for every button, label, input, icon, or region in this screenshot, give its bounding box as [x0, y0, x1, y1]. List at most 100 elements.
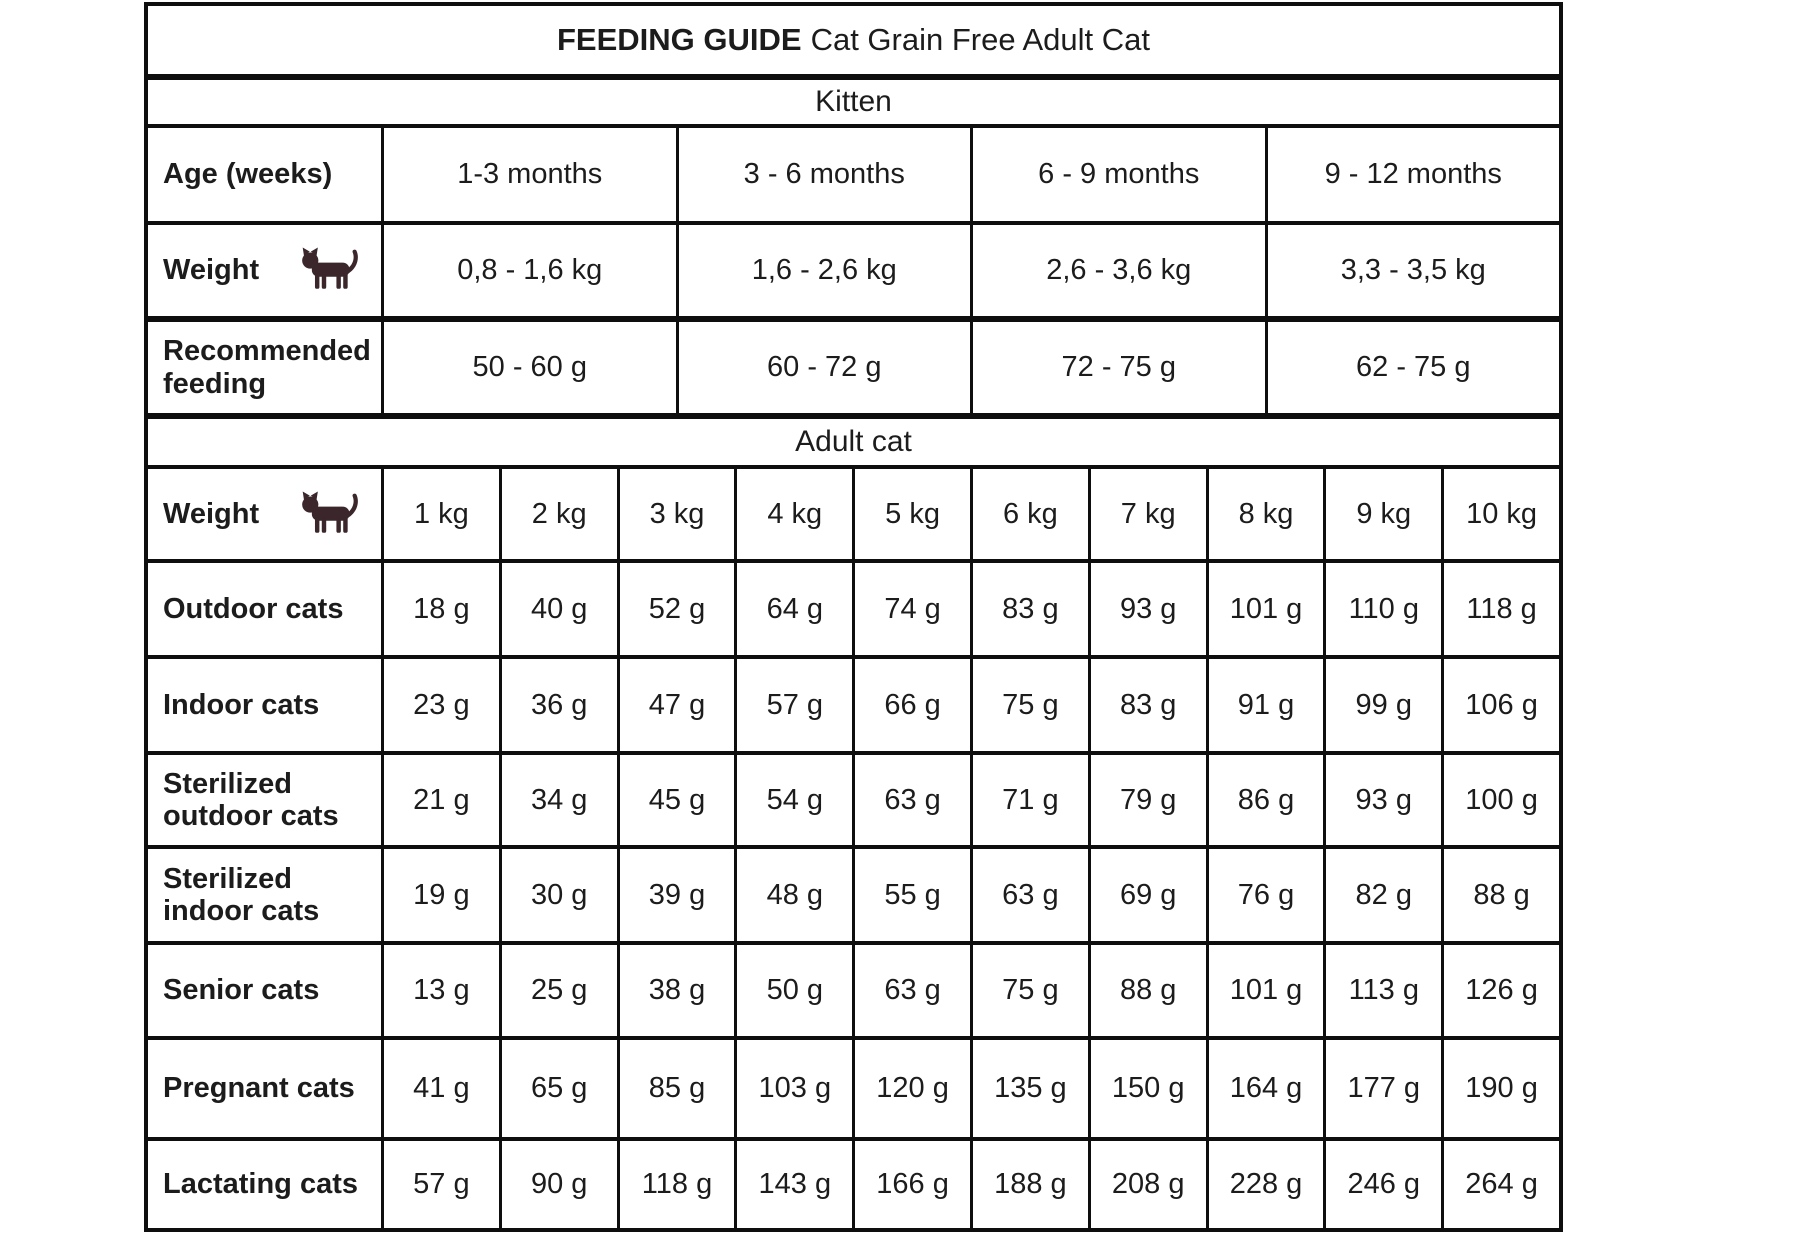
value-cell: 93 g — [1087, 563, 1206, 655]
weight-header-cell: 8 kg — [1205, 469, 1324, 559]
value-cell: 50 g — [734, 945, 852, 1036]
value-cell: 6 - 9 months — [970, 128, 1265, 221]
row-label-text: Sterilized outdoor cats — [163, 767, 339, 832]
value-cell: 90 g — [498, 1141, 617, 1228]
value-cell: 100 g — [1441, 755, 1559, 845]
value-cell: 63 g — [969, 849, 1088, 941]
row-label: Sterilized indoor cats — [148, 849, 381, 941]
value-cell: 3,3 - 3,5 kg — [1264, 225, 1560, 316]
title-product-name: Cat Grain Free Adult Cat — [810, 22, 1151, 57]
value-cell: 57 g — [381, 1141, 499, 1228]
value-cell: 82 g — [1323, 849, 1441, 941]
row-label: Recommended feeding — [148, 322, 381, 413]
value-cell: 264 g — [1441, 1141, 1559, 1228]
value-cell: 64 g — [734, 563, 852, 655]
adult-section-header: Adult cat — [148, 413, 1559, 465]
row-label: Age (weeks) — [148, 128, 381, 221]
value-cell: 2,6 - 3,6 kg — [970, 225, 1265, 316]
value-cell: 103 g — [734, 1040, 852, 1137]
value-cell: 62 - 75 g — [1264, 322, 1560, 413]
value-cell: 66 g — [852, 659, 970, 751]
value-cell: 190 g — [1441, 1040, 1559, 1137]
table-row: Lactating cats 57 g 90 g 118 g 143 g 166 g 188… — [148, 1137, 1559, 1228]
value-cell: 86 g — [1205, 755, 1324, 845]
value-cell: 118 g — [1441, 563, 1559, 655]
value-cell: 19 g — [381, 849, 499, 941]
weight-header-cell: 7 kg — [1087, 469, 1206, 559]
cat-icon — [293, 246, 361, 295]
value-cell: 110 g — [1323, 563, 1441, 655]
weight-header-cell: 3 kg — [616, 469, 735, 559]
table-row: Outdoor cats 18 g 40 g 52 g 64 g 74 g 83 g 93 g… — [148, 559, 1559, 655]
value-cell: 208 g — [1087, 1141, 1206, 1228]
value-cell: 63 g — [852, 755, 970, 845]
row-label-text: Outdoor cats — [163, 592, 344, 625]
value-cell: 246 g — [1323, 1141, 1441, 1228]
value-cell: 23 g — [381, 659, 499, 751]
value-cell: 101 g — [1205, 563, 1324, 655]
value-cell: 164 g — [1205, 1040, 1324, 1137]
value-cell: 93 g — [1323, 755, 1441, 845]
row-label-text: Sterilized indoor cats — [163, 862, 320, 927]
row-label-text: Recommended feeding — [163, 335, 371, 400]
row-label-text: Weight — [163, 497, 260, 530]
kitten-section-label: Kitten — [815, 85, 892, 118]
value-cell: 74 g — [852, 563, 970, 655]
value-cell: 30 g — [498, 849, 617, 941]
value-cell: 88 g — [1441, 849, 1559, 941]
value-cell: 88 g — [1087, 945, 1206, 1036]
value-cell: 38 g — [616, 945, 735, 1036]
table-row: Age (weeks) 1-3 months 3 - 6 months 6 - 9 m… — [148, 124, 1559, 221]
row-label: Sterilized outdoor cats — [148, 755, 381, 845]
value-cell: 79 g — [1087, 755, 1206, 845]
weight-header-cell: 2 kg — [498, 469, 617, 559]
value-cell: 48 g — [734, 849, 852, 941]
row-label-text: Indoor cats — [163, 688, 320, 721]
weight-header-cell: 9 kg — [1323, 469, 1441, 559]
title-row: FEEDING GUIDE Cat Grain Free Adult Cat — [148, 6, 1559, 74]
value-cell: 25 g — [498, 945, 617, 1036]
value-cell: 83 g — [1087, 659, 1206, 751]
value-cell: 0,8 - 1,6 kg — [381, 225, 676, 316]
value-cell: 177 g — [1323, 1040, 1441, 1137]
row-label: Senior cats — [148, 945, 381, 1036]
value-cell: 106 g — [1441, 659, 1559, 751]
value-cell: 188 g — [969, 1141, 1088, 1228]
value-cell: 83 g — [969, 563, 1088, 655]
value-cell: 101 g — [1205, 945, 1324, 1036]
row-label-text: Age (weeks) — [163, 158, 333, 191]
value-cell: 55 g — [852, 849, 970, 941]
adult-weight-header-row: Weight 1 kg 2 kg 3 kg 4 kg 5 kg 6 kg 7 kg 8 kg 9 … — [148, 465, 1559, 559]
table-row: Recommended feeding 50 - 60 g 60 - 72 g 72 … — [148, 316, 1559, 413]
row-label: Weight — [148, 469, 381, 559]
value-cell: 135 g — [969, 1040, 1088, 1137]
row-label-text: Lactating cats — [163, 1168, 358, 1201]
value-cell: 39 g — [616, 849, 735, 941]
value-cell: 57 g — [734, 659, 852, 751]
weight-header-cell: 1 kg — [381, 469, 499, 559]
value-cell: 3 - 6 months — [675, 128, 971, 221]
table-row: Pregnant cats 41 g 65 g 85 g 103 g 120 g 135 g… — [148, 1036, 1559, 1137]
value-cell: 75 g — [969, 659, 1088, 751]
table-row: Sterilized indoor cats 19 g 30 g 39 g 48 g 55… — [148, 845, 1559, 941]
row-label-text: Senior cats — [163, 974, 320, 1007]
value-cell: 85 g — [616, 1040, 735, 1137]
value-cell: 63 g — [852, 945, 970, 1036]
value-cell: 34 g — [498, 755, 617, 845]
row-label: Weight — [148, 225, 381, 316]
value-cell: 13 g — [381, 945, 499, 1036]
row-label: Lactating cats — [148, 1141, 381, 1228]
value-cell: 60 - 72 g — [675, 322, 971, 413]
cat-icon — [293, 490, 361, 539]
row-label: Outdoor cats — [148, 563, 381, 655]
value-cell: 72 - 75 g — [970, 322, 1265, 413]
value-cell: 50 - 60 g — [381, 322, 676, 413]
value-cell: 118 g — [616, 1141, 735, 1228]
value-cell: 54 g — [734, 755, 852, 845]
value-cell: 113 g — [1323, 945, 1441, 1036]
value-cell: 45 g — [616, 755, 735, 845]
table-row: Weight 0,8 - 1,6 kg 1,6 - 2,6 kg 2,6 - 3,6 … — [148, 221, 1559, 316]
title-bold: FEEDING GUIDE — [556, 22, 802, 57]
